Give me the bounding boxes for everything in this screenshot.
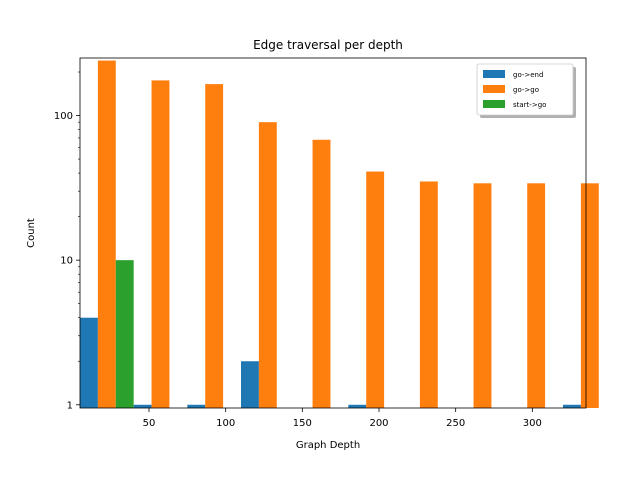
legend-swatch-0 xyxy=(483,70,505,78)
legend-entry-0: go->end xyxy=(513,71,543,79)
x-axis-label: Graph Depth xyxy=(296,440,360,451)
bar-start-go-0 xyxy=(115,260,134,408)
bar-go-end-5 xyxy=(348,404,367,408)
legend-entry-1: go->go xyxy=(513,86,539,94)
bar-go-go-6 xyxy=(419,181,438,408)
bar-go-end-0 xyxy=(80,317,98,408)
y-tick-label-1: 1 xyxy=(67,400,73,411)
legend: go->end go->go start->go xyxy=(476,63,576,118)
bar-go-end-9 xyxy=(563,404,581,408)
legend-swatch-2 xyxy=(483,100,505,108)
bars-layer xyxy=(80,60,599,409)
y-tick-label-100: 100 xyxy=(54,111,73,122)
y-axis-label: Count xyxy=(26,218,37,248)
chart-title: Edge traversal per depth xyxy=(253,38,403,52)
x-tick-label-100: 100 xyxy=(216,418,235,429)
bar-go-end-1 xyxy=(133,404,152,408)
y-axis: 1 10 100 xyxy=(54,71,80,411)
x-tick-label-150: 150 xyxy=(293,418,312,429)
bar-go-go-7 xyxy=(473,183,492,408)
bar-go-go-9 xyxy=(580,183,599,408)
x-tick-label-250: 250 xyxy=(446,418,465,429)
legend-entry-2: start->go xyxy=(513,101,546,109)
bar-go-go-0 xyxy=(97,60,116,409)
y-tick-label-10: 10 xyxy=(60,256,73,267)
x-tick-label-50: 50 xyxy=(143,418,156,429)
legend-swatch-1 xyxy=(483,85,505,93)
bar-go-go-4 xyxy=(312,139,331,408)
bar-go-go-2 xyxy=(205,84,224,408)
bar-go-go-8 xyxy=(527,183,546,408)
x-tick-label-300: 300 xyxy=(523,418,542,429)
bar-go-end-3 xyxy=(241,361,259,408)
bar-go-go-5 xyxy=(366,171,385,408)
bar-go-end-2 xyxy=(187,404,206,408)
x-tick-label-200: 200 xyxy=(369,418,388,429)
x-axis: 50 100 150 200 250 300 xyxy=(143,408,542,429)
bar-go-go-1 xyxy=(151,80,170,409)
plot-frame xyxy=(79,57,587,409)
bar-go-go-3 xyxy=(258,122,277,409)
